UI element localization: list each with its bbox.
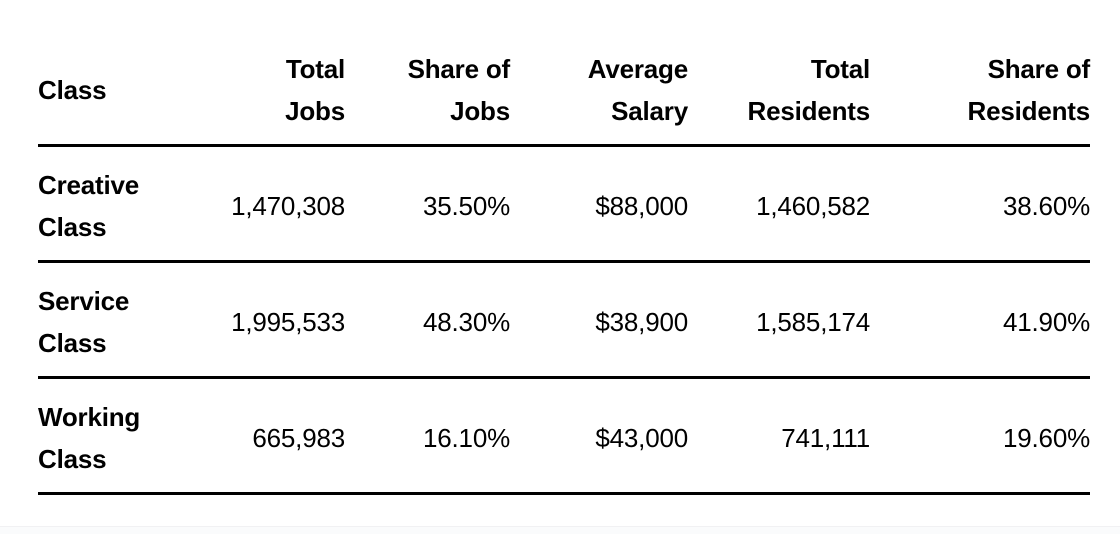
table-row-working-class: Working Class 665,983 16.10% $43,000 741… (38, 377, 1090, 495)
cell-total-residents: 1,460,582 (688, 145, 870, 263)
row-label-line2: Class (38, 444, 107, 474)
table-row-service-class: Service Class 1,995,533 48.30% $38,900 1… (38, 261, 1090, 379)
row-label-creative-class: Creative Class (38, 145, 198, 263)
row-label-line1: Working (38, 402, 141, 432)
cell-total-jobs: 665,983 (198, 377, 345, 495)
header-share-of-jobs-line2: Jobs (450, 95, 510, 126)
header-share-of-residents-line1: Share of (987, 53, 1091, 84)
cell-total-jobs: 1,470,308 (198, 145, 345, 263)
header-share-of-jobs-line1: Share of (407, 53, 511, 84)
row-label-service-class: Service Class (38, 261, 198, 379)
cell-share-of-jobs: 48.30% (345, 261, 510, 379)
header-share-of-jobs: Share of Jobs (345, 0, 511, 147)
row-label-line1: Service (38, 286, 130, 316)
header-class: Class (38, 0, 198, 147)
table-row-creative-class: Creative Class 1,470,308 35.50% $88,000 … (38, 145, 1090, 263)
header-average-salary: Average Salary (510, 0, 688, 147)
cell-total-residents: 741,111 (688, 377, 870, 495)
cell-share-of-jobs: 35.50% (345, 145, 510, 263)
header-share-of-residents-line2: Residents (967, 95, 1091, 126)
cell-share-of-jobs: 16.10% (345, 377, 510, 495)
cell-total-jobs: 1,995,533 (198, 261, 345, 379)
table-header-row: Class Total Jobs Share of Jobs Average S… (38, 0, 1091, 147)
header-total-residents-line2: Residents (747, 95, 871, 126)
header-class-label: Class (38, 74, 107, 105)
header-total-residents: Total Residents (688, 0, 871, 147)
page: Class Total Jobs Share of Jobs Average S… (38, 0, 1091, 495)
cell-average-salary: $43,000 (510, 377, 688, 495)
row-label-line2: Class (38, 212, 107, 242)
header-total-jobs: Total Jobs (198, 0, 345, 147)
row-label-working-class: Working Class (38, 377, 198, 495)
header-total-jobs-line2: Jobs (285, 95, 345, 126)
class-jobs-residents-table: Class Total Jobs Share of Jobs Average S… (38, 0, 1090, 495)
header-share-of-residents: Share of Residents (870, 0, 1091, 147)
cell-average-salary: $88,000 (510, 145, 688, 263)
cell-share-of-residents: 41.90% (870, 261, 1090, 379)
row-label-line2: Class (38, 328, 107, 358)
cell-total-residents: 1,585,174 (688, 261, 870, 379)
header-total-residents-line1: Total (810, 53, 870, 84)
header-average-salary-line1: Average (587, 53, 688, 84)
cell-share-of-residents: 19.60% (870, 377, 1090, 495)
footer-divider (0, 526, 1120, 534)
row-label-line1: Creative (38, 170, 140, 200)
header-average-salary-line2: Salary (611, 95, 688, 126)
cell-average-salary: $38,900 (510, 261, 688, 379)
cell-share-of-residents: 38.60% (870, 145, 1090, 263)
header-total-jobs-line1: Total (285, 53, 345, 84)
